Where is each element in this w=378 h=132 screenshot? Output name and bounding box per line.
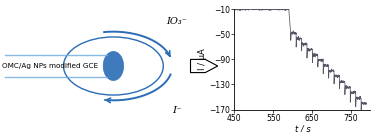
Text: IO₃⁻: IO₃⁻ xyxy=(166,17,187,26)
Y-axis label: I / μA: I / μA xyxy=(198,49,206,70)
FancyArrow shape xyxy=(191,59,218,73)
X-axis label: t / s: t / s xyxy=(294,124,310,132)
Text: OMC/Ag NPs modified GCE: OMC/Ag NPs modified GCE xyxy=(2,63,98,69)
Text: I⁻: I⁻ xyxy=(172,106,182,115)
Ellipse shape xyxy=(103,51,124,81)
